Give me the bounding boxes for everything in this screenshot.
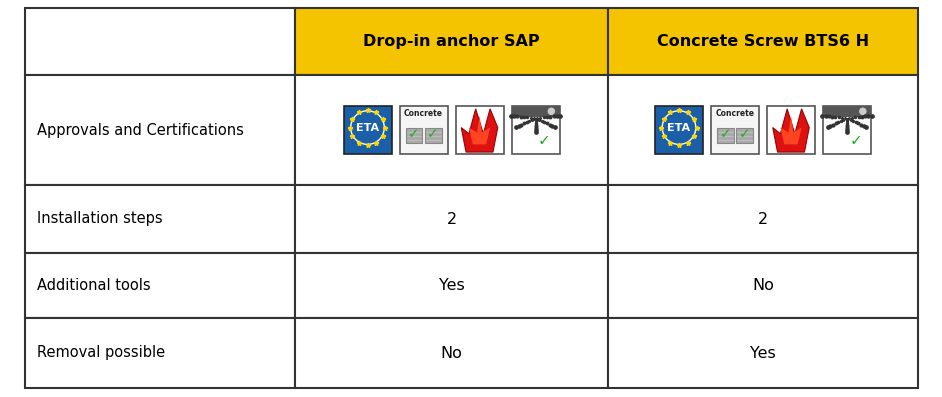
Bar bbox=[608, 8, 918, 75]
Bar bbox=[512, 106, 560, 117]
Bar bbox=[405, 128, 422, 143]
Circle shape bbox=[547, 107, 556, 116]
Text: ✓: ✓ bbox=[720, 127, 731, 141]
Text: Yes: Yes bbox=[439, 278, 464, 293]
Bar bbox=[608, 75, 918, 185]
Bar bbox=[608, 253, 918, 318]
Text: Removal possible: Removal possible bbox=[37, 345, 165, 360]
Bar bbox=[823, 106, 871, 117]
Bar bbox=[456, 106, 504, 154]
Bar bbox=[25, 253, 295, 318]
Bar bbox=[25, 318, 295, 388]
Text: 2: 2 bbox=[447, 212, 457, 227]
Text: No: No bbox=[752, 278, 774, 293]
Bar bbox=[295, 318, 608, 388]
Bar bbox=[295, 253, 608, 318]
Text: ETA: ETA bbox=[668, 123, 690, 133]
Text: ✓: ✓ bbox=[739, 127, 751, 141]
Bar bbox=[295, 185, 608, 253]
Text: Yes: Yes bbox=[750, 345, 776, 360]
Text: Approvals and Certifications: Approvals and Certifications bbox=[37, 123, 244, 137]
Polygon shape bbox=[462, 109, 497, 152]
Text: ✓: ✓ bbox=[428, 127, 439, 141]
Bar bbox=[655, 106, 703, 154]
Text: Concrete Screw BTS6 H: Concrete Screw BTS6 H bbox=[657, 34, 869, 49]
Text: No: No bbox=[441, 345, 463, 360]
Bar bbox=[399, 106, 447, 154]
Bar bbox=[512, 106, 560, 154]
Bar bbox=[737, 128, 753, 143]
Bar bbox=[608, 185, 918, 253]
Polygon shape bbox=[772, 109, 809, 152]
Bar bbox=[25, 8, 295, 75]
Text: Concrete: Concrete bbox=[404, 109, 443, 118]
Bar bbox=[767, 106, 815, 154]
Text: Installation steps: Installation steps bbox=[37, 212, 163, 227]
Bar bbox=[295, 8, 608, 75]
Text: Drop-in anchor SAP: Drop-in anchor SAP bbox=[364, 34, 540, 49]
Polygon shape bbox=[780, 116, 802, 145]
Text: ✓: ✓ bbox=[408, 127, 420, 141]
Text: ETA: ETA bbox=[356, 123, 379, 133]
Bar bbox=[295, 75, 608, 185]
Bar bbox=[717, 128, 734, 143]
Circle shape bbox=[858, 107, 868, 116]
Bar bbox=[608, 318, 918, 388]
Text: 2: 2 bbox=[758, 212, 768, 227]
Text: ✓: ✓ bbox=[538, 133, 550, 148]
Text: ✓: ✓ bbox=[850, 133, 862, 148]
Bar bbox=[823, 106, 871, 154]
Text: Concrete: Concrete bbox=[716, 109, 755, 118]
Polygon shape bbox=[469, 116, 490, 145]
Bar bbox=[25, 75, 295, 185]
Text: Additional tools: Additional tools bbox=[37, 278, 151, 293]
Bar bbox=[425, 128, 442, 143]
Bar bbox=[344, 106, 392, 154]
Bar bbox=[25, 185, 295, 253]
Bar bbox=[711, 106, 759, 154]
